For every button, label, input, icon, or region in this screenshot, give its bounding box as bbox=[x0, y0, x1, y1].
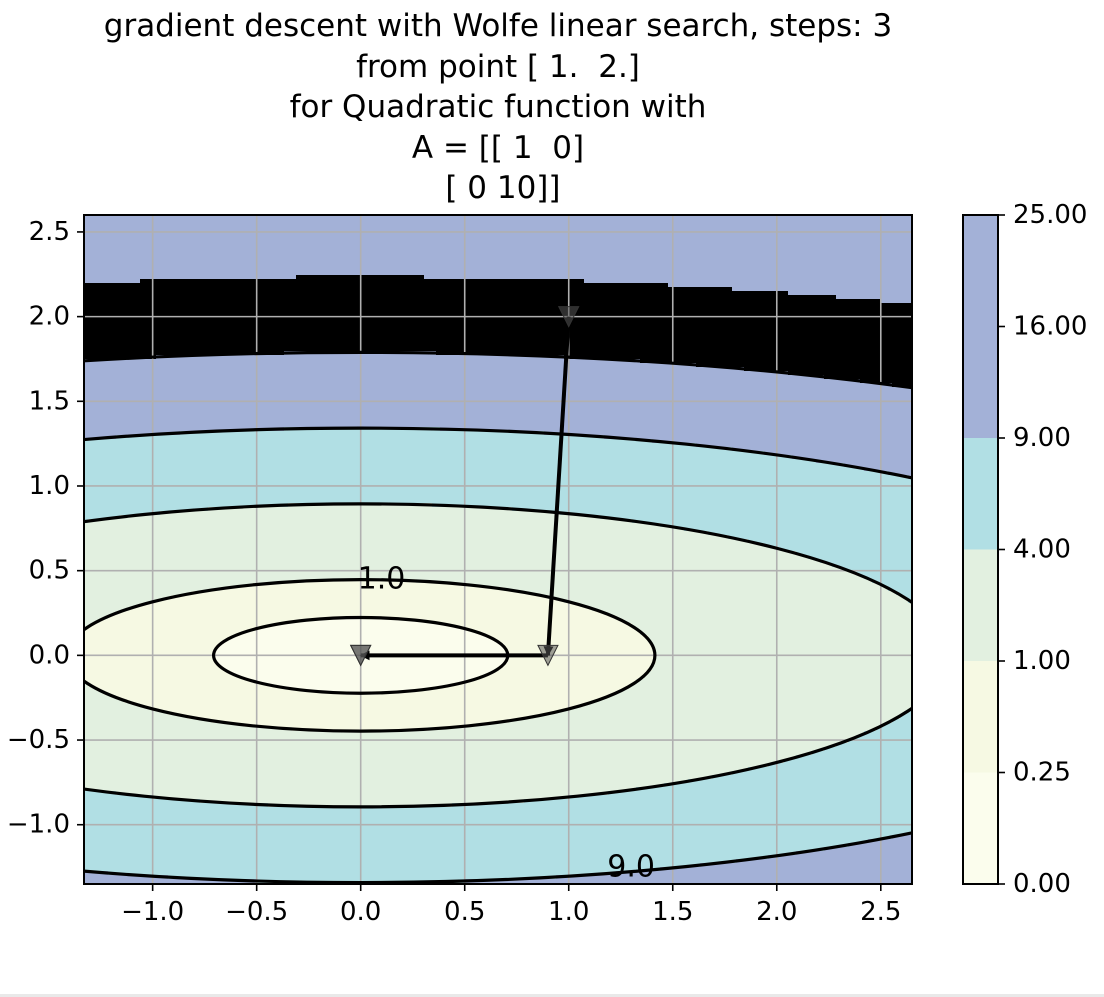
x-tick-label: 2.5 bbox=[860, 897, 901, 927]
colorbar-tick-label: 0.25 bbox=[1013, 758, 1071, 788]
contour-label: 9.0 bbox=[607, 850, 655, 885]
x-tick-label: 0.5 bbox=[444, 897, 485, 927]
y-tick-label: 2.5 bbox=[29, 217, 70, 247]
colorbar-segment bbox=[963, 327, 998, 439]
x-tick-label: 1.5 bbox=[652, 897, 693, 927]
colorbar-segment bbox=[963, 661, 998, 773]
colorbar-tick-label: 4.00 bbox=[1013, 535, 1071, 565]
x-tick-label: 2.0 bbox=[756, 897, 797, 927]
colorbar-tick-label: 25.00 bbox=[1013, 200, 1087, 230]
x-tick-label: −0.5 bbox=[225, 897, 288, 927]
colorbar-tick-label: 16.00 bbox=[1013, 312, 1087, 342]
colorbar: 0.00 0.25 1.00 4.00 9.00 16.00 25.00 bbox=[963, 200, 1087, 899]
colorbar-segment bbox=[963, 438, 998, 550]
y-tick-label: 2.0 bbox=[29, 302, 70, 332]
x-tick-label: 1.0 bbox=[548, 897, 589, 927]
y-tick-label: 1.5 bbox=[29, 386, 70, 416]
plot-area: 1.0 9.0 −1.0 −0.5 0.0 0.5 1.0 1.5 2.0 2.5 2.5 2.0 1.… bbox=[0, 215, 1104, 958]
y-tick-label: −1.0 bbox=[7, 810, 70, 840]
colorbar-segment bbox=[963, 550, 998, 662]
colorbar-segment bbox=[963, 215, 998, 327]
colorbar-tick-label: 0.00 bbox=[1013, 869, 1071, 899]
y-tick-label: −0.5 bbox=[7, 725, 70, 755]
x-tick-label: −1.0 bbox=[121, 897, 184, 927]
contour-label: 1.0 bbox=[358, 562, 406, 597]
colorbar-tick-label: 1.00 bbox=[1013, 646, 1071, 676]
y-tick-label: 1.0 bbox=[29, 471, 70, 501]
colorbar-segment bbox=[963, 773, 998, 885]
y-tick-label: 0.0 bbox=[29, 640, 70, 670]
y-tick-label: 0.5 bbox=[29, 556, 70, 586]
colorbar-tick-label: 9.00 bbox=[1013, 423, 1071, 453]
x-tick-label: 0.0 bbox=[340, 897, 381, 927]
